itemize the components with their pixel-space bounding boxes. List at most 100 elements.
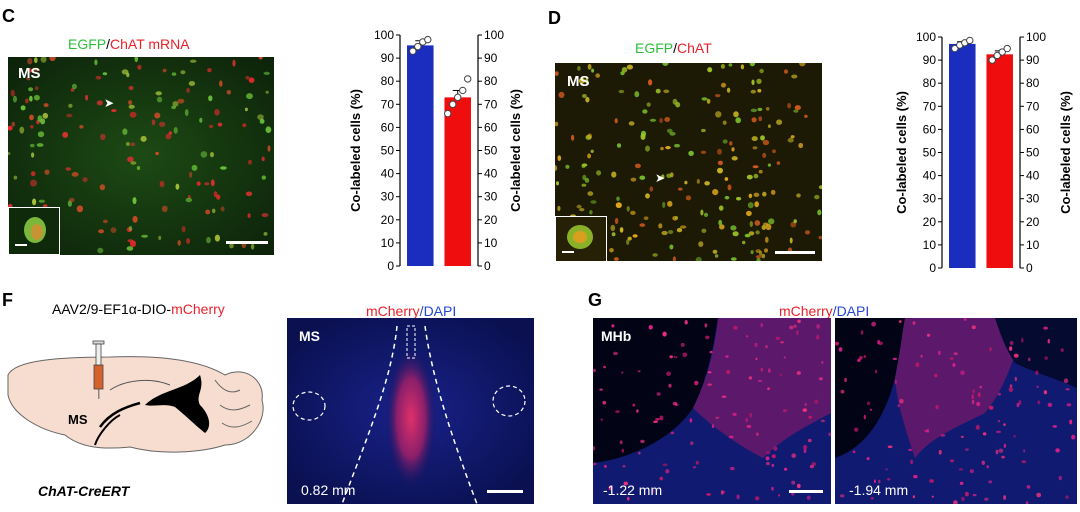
- cell-spot: [782, 409, 787, 413]
- cell-spot: [94, 59, 98, 66]
- cell-spot: [250, 243, 255, 250]
- chat-mrna-label: ChAT mRNA: [110, 36, 190, 52]
- cell-spot: [581, 163, 588, 167]
- cell-spot: [31, 171, 36, 177]
- cell-spot: [728, 63, 733, 67]
- scale-bar: [789, 490, 823, 493]
- cell-spot: [758, 169, 763, 174]
- cell-spot: [128, 85, 134, 91]
- cell-spot: [71, 172, 79, 177]
- cell-spot: [267, 145, 271, 152]
- tick-label-right: 20: [1026, 215, 1040, 229]
- cell-spot: [712, 189, 719, 196]
- cell-spot: [762, 191, 767, 197]
- cell-spot: [997, 392, 1001, 396]
- cell-spot: [988, 480, 992, 484]
- cell-spot: [960, 370, 965, 376]
- cell-spot: [1018, 400, 1022, 405]
- tick-label-right: 100: [1026, 30, 1046, 44]
- cell-spot: [793, 324, 797, 328]
- cell-spot: [797, 319, 801, 323]
- cell-spot: [590, 149, 594, 153]
- cell-spot: [226, 90, 231, 95]
- tick-label-left: 10: [923, 238, 937, 252]
- region-label-ms: MS: [299, 328, 320, 344]
- cell-spot: [558, 91, 565, 98]
- cell-spot: [111, 109, 117, 113]
- cell-spot: [1009, 346, 1013, 351]
- cell-spot: [613, 351, 618, 356]
- cell-spot: [682, 352, 688, 358]
- cell-spot: [808, 415, 812, 419]
- cell-spot: [718, 219, 723, 226]
- cell-spot: [69, 197, 75, 203]
- micrograph-c: MS ➤: [8, 57, 274, 255]
- cell-spot: [651, 489, 655, 493]
- cell-spot: [798, 142, 804, 149]
- cell-spot: [177, 240, 181, 246]
- cell-spot: [680, 342, 685, 347]
- data-point: [966, 36, 974, 45]
- cell-spot: [791, 74, 798, 79]
- cell-spot: [659, 117, 663, 124]
- cell-spot: [1036, 492, 1042, 498]
- cell-spot: [603, 464, 607, 468]
- cell-spot: [664, 117, 671, 122]
- cell-spot: [920, 354, 923, 358]
- cell-spot: [265, 90, 269, 94]
- cell-spot: [1003, 423, 1006, 426]
- cell-spot: [603, 365, 606, 369]
- title-separator: /: [673, 40, 678, 56]
- cell-spot: [756, 432, 759, 436]
- cell-spot: [770, 189, 776, 195]
- cell-spot: [1001, 455, 1005, 459]
- cell-spot: [758, 116, 763, 122]
- cell-spot: [672, 401, 678, 406]
- cell-spot: [65, 167, 71, 171]
- syringe-barrel: [93, 364, 104, 390]
- cell-spot: [608, 485, 612, 491]
- cell-spot: [20, 105, 26, 111]
- cell-spot: [766, 461, 770, 466]
- cell-spot: [860, 330, 864, 335]
- cell-spot: [704, 323, 708, 328]
- cell-spot: [643, 216, 649, 220]
- inset-scale-bar: [562, 251, 574, 253]
- cell-spot: [899, 398, 904, 404]
- cell-spot: [639, 175, 646, 180]
- cell-spot: [778, 494, 781, 497]
- cell-spot: [733, 111, 739, 118]
- cell-spot: [581, 183, 587, 187]
- cell-spot: [571, 134, 575, 141]
- ventricle-shape: [145, 375, 210, 433]
- cell-spot: [35, 86, 39, 91]
- cell-spot: [975, 424, 980, 430]
- tick-label-right: 90: [484, 51, 498, 65]
- cell-spot: [793, 109, 799, 113]
- cell-spot: [645, 145, 650, 152]
- inset-c: [8, 207, 60, 255]
- cell-spot: [794, 105, 801, 111]
- cell-spot: [1047, 338, 1050, 344]
- hippocampus-curve: [109, 380, 171, 391]
- chart-c: 0 0 10 10 20 20 30 30 40 40 50 50 60 60 70 70 80 80 90 90 10…: [348, 28, 523, 273]
- cell-spot: [662, 331, 667, 337]
- cell-spot: [128, 100, 133, 105]
- cell-spot: [261, 156, 265, 162]
- cell-spot: [988, 405, 994, 410]
- cell-spot: [707, 383, 712, 386]
- cell-spot: [908, 448, 913, 452]
- cell-spot: [199, 117, 203, 123]
- cell-spot: [40, 57, 47, 63]
- tick-label-left: 20: [923, 215, 937, 229]
- cell-spot: [998, 448, 1004, 453]
- cell-spot: [180, 70, 186, 75]
- cell-spot: [100, 133, 106, 141]
- cell-spot: [584, 177, 590, 183]
- cell-spot: [137, 64, 142, 70]
- cell-spot: [997, 420, 1001, 423]
- cell-spot: [669, 131, 676, 136]
- cell-spot: [972, 389, 975, 394]
- cell-spot: [731, 147, 735, 152]
- cell-spot: [127, 156, 134, 163]
